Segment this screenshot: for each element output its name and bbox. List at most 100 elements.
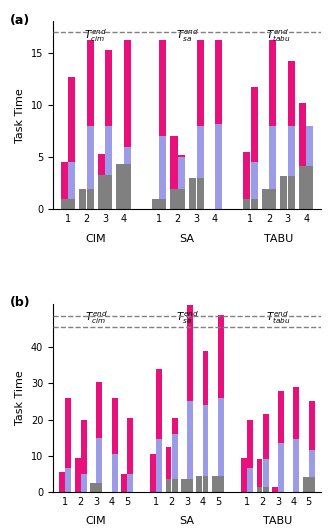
Bar: [150, 454, 156, 492]
Bar: [294, 387, 299, 440]
Bar: [61, 199, 68, 209]
Bar: [166, 446, 171, 479]
Bar: [215, 40, 222, 124]
Bar: [124, 40, 131, 147]
Bar: [170, 188, 177, 209]
Bar: [203, 405, 209, 476]
Bar: [262, 188, 269, 209]
Text: TABU: TABU: [263, 516, 293, 526]
Bar: [197, 178, 204, 209]
Bar: [269, 126, 276, 188]
Bar: [187, 402, 193, 479]
Bar: [81, 419, 87, 474]
Bar: [189, 178, 196, 209]
Bar: [159, 199, 166, 209]
Bar: [105, 175, 112, 209]
Text: $T^{end}_{sa}$: $T^{end}_{sa}$: [176, 309, 198, 326]
Bar: [215, 124, 222, 209]
Bar: [127, 474, 133, 492]
Bar: [105, 126, 112, 175]
Bar: [280, 176, 287, 209]
Bar: [105, 50, 112, 126]
Bar: [269, 40, 276, 126]
Bar: [218, 476, 224, 492]
Text: $T^{end}_{cim}$: $T^{end}_{cim}$: [85, 309, 108, 326]
Bar: [187, 305, 193, 402]
Bar: [303, 478, 308, 492]
Bar: [117, 165, 123, 209]
Bar: [127, 418, 133, 474]
Bar: [159, 40, 166, 136]
Text: (b): (b): [10, 296, 31, 309]
Bar: [218, 315, 224, 398]
Text: $T^{end}_{cim}$: $T^{end}_{cim}$: [84, 27, 107, 43]
Bar: [79, 188, 86, 209]
Bar: [257, 459, 262, 487]
Bar: [251, 162, 258, 199]
Bar: [288, 176, 295, 209]
Bar: [68, 162, 75, 199]
Bar: [178, 188, 185, 209]
Bar: [90, 483, 96, 492]
Bar: [68, 77, 75, 162]
Text: $T^{end}_{tabu}$: $T^{end}_{tabu}$: [266, 27, 291, 43]
Text: $T^{end}_{sa}$: $T^{end}_{sa}$: [176, 27, 198, 43]
Bar: [247, 419, 253, 469]
Bar: [96, 483, 102, 492]
Y-axis label: Task Time: Task Time: [15, 370, 25, 425]
Bar: [170, 136, 177, 188]
Bar: [247, 469, 253, 492]
Bar: [203, 351, 209, 405]
Bar: [87, 40, 94, 126]
Bar: [159, 136, 166, 199]
Bar: [98, 154, 105, 175]
Bar: [66, 398, 71, 469]
Bar: [307, 166, 313, 209]
Bar: [172, 434, 178, 479]
Text: TABU: TABU: [263, 234, 293, 244]
Bar: [309, 402, 315, 450]
Bar: [307, 126, 313, 166]
Bar: [299, 103, 306, 166]
Bar: [294, 440, 299, 492]
Bar: [212, 476, 218, 492]
Bar: [278, 390, 284, 443]
Bar: [243, 152, 250, 199]
Bar: [112, 398, 118, 454]
Bar: [172, 418, 178, 434]
Bar: [66, 469, 71, 492]
Bar: [166, 479, 171, 492]
Bar: [197, 126, 204, 178]
Bar: [299, 166, 306, 209]
Bar: [278, 443, 284, 492]
Bar: [196, 476, 202, 492]
Bar: [172, 479, 178, 492]
Bar: [309, 450, 315, 478]
Bar: [87, 126, 94, 188]
Bar: [288, 126, 295, 176]
Text: SA: SA: [179, 516, 195, 526]
Bar: [61, 162, 68, 199]
Bar: [263, 414, 268, 459]
Bar: [96, 381, 102, 437]
Bar: [263, 487, 268, 492]
Text: (a): (a): [10, 14, 30, 26]
Bar: [257, 487, 262, 492]
Bar: [124, 147, 131, 165]
Bar: [263, 459, 268, 487]
Bar: [251, 87, 258, 162]
Bar: [96, 437, 102, 483]
Bar: [112, 454, 118, 492]
Bar: [218, 398, 224, 476]
Bar: [197, 40, 204, 126]
Bar: [187, 479, 193, 492]
Bar: [178, 157, 185, 188]
Bar: [87, 188, 94, 209]
Bar: [309, 478, 315, 492]
Bar: [121, 474, 127, 492]
Bar: [152, 199, 159, 209]
Bar: [243, 199, 250, 209]
Text: $T^{end}_{tabu}$: $T^{end}_{tabu}$: [266, 309, 290, 326]
Bar: [269, 188, 276, 209]
Bar: [68, 199, 75, 209]
